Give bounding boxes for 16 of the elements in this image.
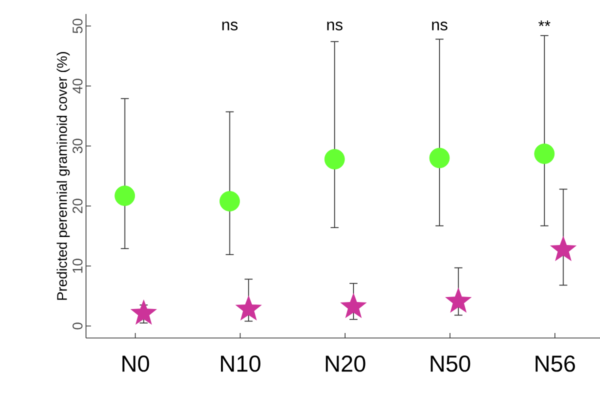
x-tick-label: N0 — [122, 356, 150, 372]
x-tick-label: N10 — [220, 356, 260, 372]
y-tick-label: 50 — [72, 18, 82, 34]
y-tick-label: 20 — [72, 198, 82, 214]
x-tick-label: N56 — [536, 356, 575, 372]
annotation: ns — [432, 22, 448, 30]
annotation: ** — [538, 20, 550, 26]
y-axis-title: Predicted perennial graminoid cover (%) — [56, 52, 70, 300]
x-tick-label: N20 — [326, 356, 366, 372]
annotation: ns — [222, 22, 238, 30]
y-tick-label: 30 — [72, 138, 82, 154]
y-tick-label: 40 — [72, 78, 82, 94]
y-tick-label: 0 — [72, 322, 82, 330]
y-tick-label: 10 — [72, 258, 82, 273]
annotation: ns — [327, 22, 342, 30]
x-tick-label: N50 — [430, 356, 470, 372]
